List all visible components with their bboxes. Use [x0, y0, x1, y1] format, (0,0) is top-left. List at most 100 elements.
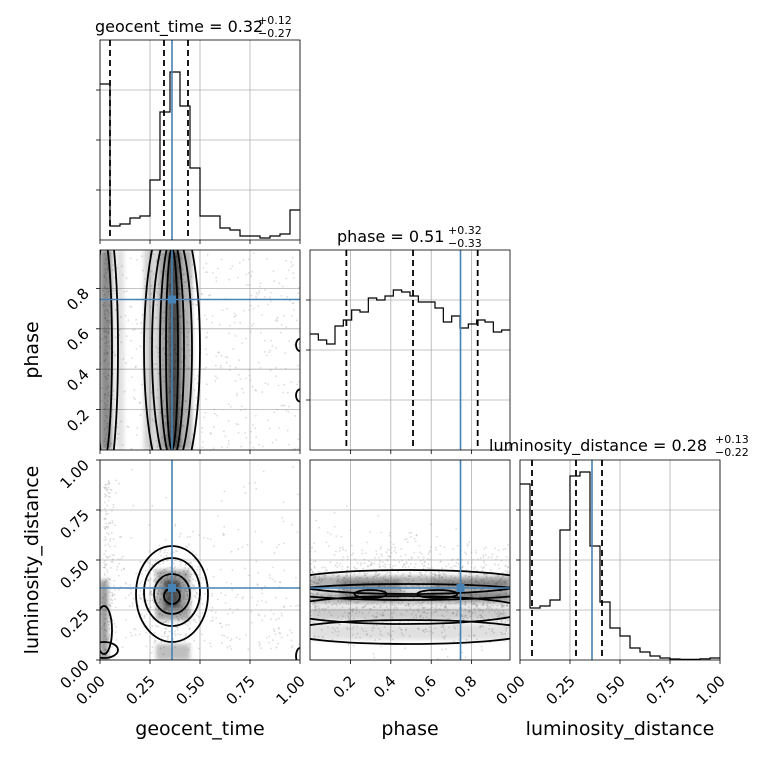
- sample-point: [111, 645, 114, 648]
- sample-point: [162, 621, 165, 624]
- sample-point: [480, 645, 483, 648]
- sample-point: [444, 573, 447, 576]
- sample-point: [270, 292, 272, 294]
- sample-point: [413, 537, 416, 540]
- sample-point: [280, 612, 283, 615]
- sample-point: [269, 296, 271, 299]
- sample-point: [346, 566, 349, 569]
- sample-point: [219, 364, 222, 367]
- sample-point: [423, 564, 426, 567]
- sample-point: [336, 562, 338, 564]
- sample-point: [450, 566, 453, 569]
- sample-point: [221, 309, 224, 312]
- sample-point: [105, 525, 108, 528]
- sample-point: [229, 405, 232, 408]
- sample-point: [238, 373, 240, 376]
- sample-point: [384, 573, 387, 576]
- sample-point: [193, 584, 196, 587]
- contour-4: [100, 250, 113, 450]
- sample-point: [469, 572, 471, 575]
- sample-point: [140, 597, 142, 600]
- sample-point: [163, 635, 166, 638]
- truth-marker: [456, 584, 465, 592]
- xtick-label-phase: 0.4: [370, 672, 400, 702]
- sample-point: [424, 573, 427, 576]
- sample-point: [428, 551, 431, 554]
- sample-point: [239, 321, 242, 324]
- sample-point: [223, 525, 226, 528]
- sample-point: [353, 558, 356, 560]
- sample-point: [280, 324, 283, 326]
- sample-point: [375, 571, 377, 574]
- sample-point: [217, 514, 219, 517]
- sample-point: [352, 644, 355, 647]
- sample-point: [403, 589, 406, 592]
- sample-point: [244, 492, 247, 494]
- sample-point: [504, 547, 507, 550]
- sample-point: [203, 314, 206, 317]
- sample-point: [265, 354, 268, 357]
- sample-point: [482, 567, 484, 570]
- sample-point: [163, 631, 166, 634]
- sample-point: [125, 583, 128, 585]
- sample-point: [142, 269, 145, 272]
- sample-point: [142, 600, 145, 603]
- sample-point: [193, 457, 195, 459]
- sample-point: [420, 571, 422, 574]
- sample-point: [111, 509, 113, 512]
- sample-point: [152, 580, 155, 583]
- sample-point: [404, 647, 406, 650]
- sample-point: [290, 261, 293, 263]
- sample-point: [445, 605, 448, 608]
- sample-point: [501, 604, 504, 606]
- xtick-label-luminosity-distance: 0.25: [542, 672, 578, 708]
- sample-point: [111, 554, 114, 556]
- sample-point: [500, 620, 503, 623]
- sample-point: [156, 291, 158, 294]
- contour-5: [310, 619, 510, 645]
- sample-point: [212, 576, 215, 578]
- sample-point: [231, 611, 234, 614]
- sample-point: [120, 569, 123, 572]
- sample-point: [103, 562, 105, 564]
- sample-point: [246, 543, 249, 546]
- sample-point: [404, 554, 407, 556]
- sample-point: [379, 606, 382, 609]
- sample-point: [372, 605, 375, 608]
- sample-point: [136, 427, 139, 429]
- sample-point: [109, 488, 112, 491]
- sample-point: [147, 561, 149, 564]
- sample-point: [228, 278, 231, 281]
- sample-point: [504, 621, 507, 624]
- contour-2: [353, 589, 388, 599]
- sample-point: [223, 533, 226, 536]
- contour-1: [159, 250, 185, 450]
- sample-point: [464, 603, 467, 606]
- sample-point: [260, 540, 263, 543]
- sample-point: [194, 621, 197, 624]
- sample-point: [191, 584, 194, 587]
- sample-point: [189, 622, 192, 625]
- sample-point: [434, 574, 437, 577]
- sample-point: [474, 604, 477, 606]
- sample-point: [255, 487, 258, 490]
- sample-point: [130, 537, 133, 539]
- sample-point: [108, 578, 111, 581]
- sample-point: [285, 326, 288, 328]
- truth-marker: [168, 295, 176, 304]
- sample-point: [114, 292, 117, 295]
- sample-point: [443, 546, 446, 548]
- sample-point: [168, 630, 170, 633]
- sample-point: [482, 559, 485, 562]
- sample-point: [180, 561, 182, 564]
- sample-point: [501, 605, 503, 608]
- sample-point: [173, 567, 175, 570]
- sample-point: [334, 564, 337, 567]
- sample-point: [151, 624, 154, 627]
- sample-point: [118, 562, 121, 565]
- sample-point: [277, 384, 280, 387]
- density-cell: [100, 580, 108, 660]
- sample-point: [104, 528, 107, 530]
- sample-point: [105, 563, 108, 566]
- sample-point: [107, 486, 110, 489]
